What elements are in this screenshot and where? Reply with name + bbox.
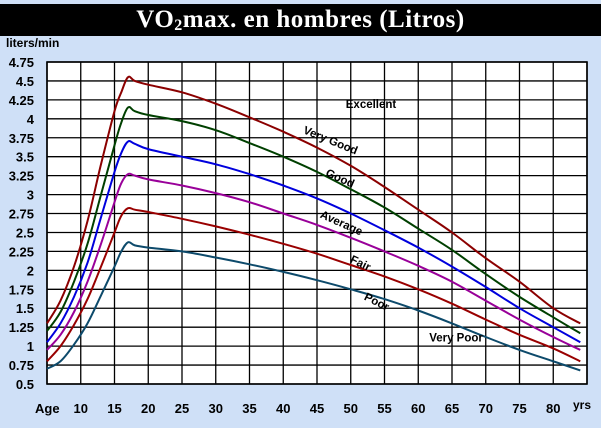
x-axis-label-yrs: yrs [573, 398, 591, 412]
y-tick-label: 1.25 [9, 320, 34, 335]
plot-border [46, 61, 588, 385]
curve-label-excellent: Excellent [346, 99, 397, 111]
y-tick-label: 1.5 [16, 301, 34, 316]
x-tick-label: 80 [546, 401, 560, 416]
series-line-good [46, 140, 581, 344]
y-tick-label: 3 [27, 188, 34, 203]
grid-lines [46, 61, 588, 385]
y-tick-label: 2.75 [9, 207, 34, 222]
x-tick-label: 30 [209, 401, 223, 416]
y-tick-label: 4.25 [9, 93, 34, 108]
y-tick-label: 2.25 [9, 244, 34, 259]
series-lines [46, 75, 581, 372]
y-tick-label: 4.5 [16, 74, 34, 89]
title-subscript: 2 [174, 17, 183, 34]
x-tick-label: 60 [411, 401, 425, 416]
x-tick-label: 45 [310, 401, 324, 416]
y-axis-label: liters/min [6, 36, 59, 50]
x-tick-label: 40 [276, 401, 290, 416]
x-tick-label: 10 [74, 401, 88, 416]
x-tick-label: 20 [141, 401, 155, 416]
series-line-fair [46, 206, 581, 363]
x-tick-label: 65 [445, 401, 459, 416]
y-tick-label: 1 [27, 339, 34, 354]
title-suffix: max. en hombres (Litros) [182, 6, 465, 33]
x-tick-label: 70 [479, 401, 493, 416]
series-line-very-good [46, 106, 581, 335]
curve-label-very-poor: Very Poor [429, 333, 483, 345]
y-tick-labels: 0.5 0.75 1 1.25 1.5 1.75 2 2.25 2.5 2.75 3 3.25 3.5 3… [9, 55, 35, 392]
x-tick-label: 50 [344, 401, 358, 416]
title-prefix: VO [136, 6, 175, 33]
y-tick-label: 4.75 [9, 55, 34, 70]
y-tick-label: 4 [27, 112, 35, 127]
x-tick-label: 15 [107, 401, 121, 416]
y-tick-label: 2 [27, 263, 34, 278]
y-tick-label: 0.5 [16, 377, 34, 392]
x-tick-label: 55 [377, 401, 391, 416]
series-line-poor [46, 241, 581, 372]
title-bar: VO2max. en hombres (Litros) [0, 4, 601, 36]
x-tick-labels: 10 15 20 25 30 35 40 45 50 55 60 65 70 75 80 [74, 401, 561, 416]
x-axis-label-age: Age [35, 401, 60, 416]
chart-title: VO2max. en hombres (Litros) [0, 4, 601, 36]
x-tick-label: 25 [175, 401, 189, 416]
y-tick-label: 3.25 [9, 169, 34, 184]
y-tick-label: 3.75 [9, 131, 34, 146]
x-tick-label: 35 [242, 401, 256, 416]
y-tick-label: 2.5 [16, 225, 34, 240]
series-line-excellent [46, 75, 581, 325]
y-tick-label: 3.5 [16, 150, 34, 165]
series-line-average [46, 172, 581, 351]
y-tick-label: 1.75 [9, 282, 34, 297]
x-tick-label: 75 [512, 401, 526, 416]
y-tick-label: 0.75 [9, 358, 34, 373]
